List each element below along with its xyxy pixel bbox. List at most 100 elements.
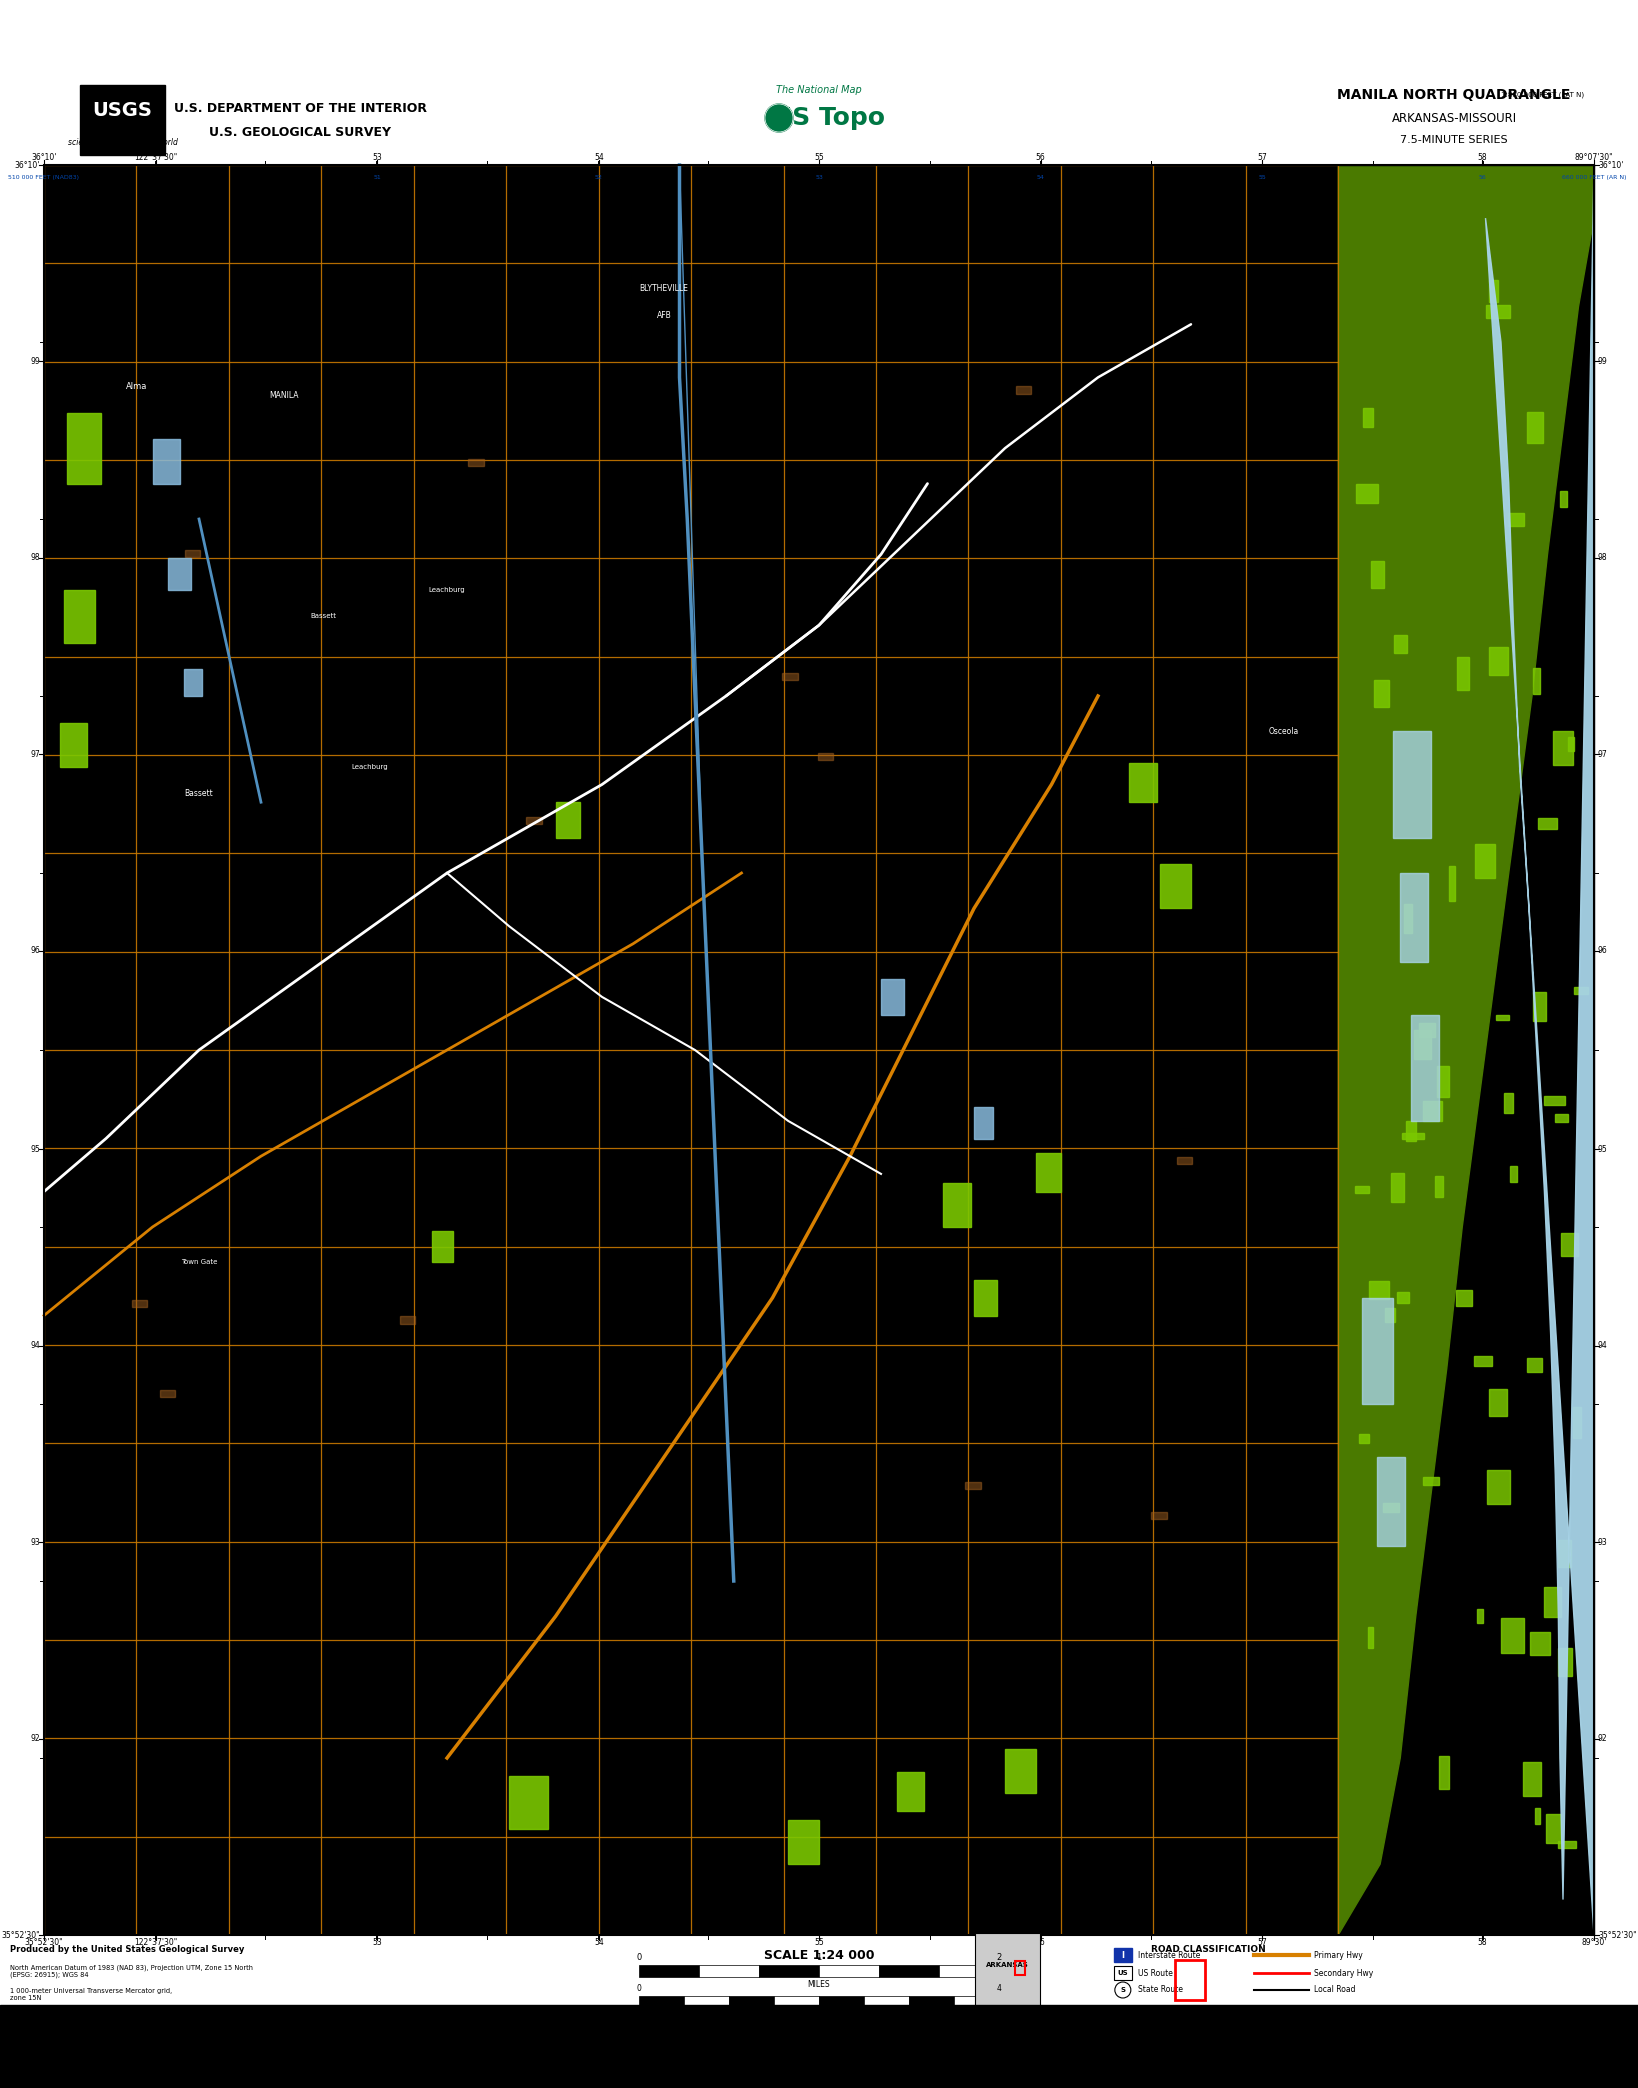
Text: 89°07'30": 89°07'30"	[1574, 152, 1613, 163]
Text: 53: 53	[372, 152, 382, 163]
Text: 99: 99	[1599, 357, 1609, 365]
Text: 56: 56	[1035, 1938, 1045, 1946]
Text: 98: 98	[31, 553, 39, 562]
Bar	[758, 1965, 819, 1977]
Bar	[159, 1391, 175, 1397]
Bar	[881, 979, 904, 1015]
Text: State Route: State Route	[1138, 1986, 1183, 1994]
Text: 54: 54	[1037, 175, 1045, 180]
Text: 510 000 FEET (NAD83): 510 000 FEET (NAD83)	[8, 175, 80, 180]
Text: ROAD CLASSIFICATION: ROAD CLASSIFICATION	[1152, 1946, 1266, 1954]
Text: 35°52'30": 35°52'30"	[25, 1938, 64, 1946]
Text: 36°10': 36°10'	[15, 161, 39, 169]
Text: 98: 98	[1599, 553, 1607, 562]
Text: Osceola: Osceola	[1269, 727, 1299, 735]
Bar	[909, 1996, 953, 2007]
Bar	[788, 1821, 819, 1865]
Bar	[1569, 737, 1574, 752]
Text: 52: 52	[595, 175, 603, 180]
Text: North American Datum of 1983 (NAD 83), Projection UTM, Zone 15 North
(EPSG: 2691: North American Datum of 1983 (NAD 83), P…	[10, 1965, 252, 1979]
Bar	[1152, 1512, 1166, 1518]
Text: Local Road: Local Road	[1314, 1986, 1355, 1994]
Text: 1 000-meter Universal Transverse Mercator grid,
zone 15N: 1 000-meter Universal Transverse Mercato…	[10, 1988, 172, 2000]
Bar	[185, 549, 200, 557]
Bar	[1160, 864, 1191, 908]
Bar	[0, 0, 1638, 165]
Bar	[1574, 988, 1587, 994]
Bar	[1507, 514, 1523, 526]
Bar	[1543, 1587, 1561, 1616]
Text: science for a changing world: science for a changing world	[67, 138, 177, 146]
Text: 55: 55	[814, 1938, 824, 1946]
Text: 55: 55	[814, 152, 824, 163]
Bar	[880, 1965, 939, 1977]
Text: 53: 53	[816, 175, 822, 180]
Bar	[1419, 1023, 1435, 1036]
Text: 97: 97	[1599, 750, 1609, 758]
Bar	[1374, 681, 1389, 706]
Text: Bassett: Bassett	[310, 614, 336, 620]
Bar	[1440, 1756, 1450, 1789]
Bar	[1527, 1357, 1541, 1372]
Bar	[939, 1965, 999, 1977]
Bar	[1394, 635, 1407, 654]
Bar	[1572, 1407, 1581, 1439]
Text: 92: 92	[31, 1733, 39, 1743]
Text: 55: 55	[1258, 175, 1266, 180]
Bar	[1402, 1134, 1423, 1140]
Text: 122°37'30": 122°37'30"	[134, 1938, 177, 1946]
Bar	[1497, 1015, 1509, 1021]
Bar	[1558, 1842, 1576, 1848]
Bar	[1114, 1967, 1132, 1979]
Bar	[975, 1933, 1040, 2007]
Text: 0: 0	[637, 1984, 642, 1994]
Bar	[1553, 731, 1572, 764]
Bar	[1558, 1647, 1572, 1677]
Text: 4: 4	[996, 1984, 1001, 1994]
Bar	[1356, 484, 1378, 503]
Bar	[131, 1301, 147, 1307]
Text: U.S. GEOLOGICAL SURVEY: U.S. GEOLOGICAL SURVEY	[210, 125, 391, 138]
Text: BLYTHEVILLE: BLYTHEVILLE	[639, 284, 688, 294]
Bar	[1487, 1470, 1510, 1503]
Text: 96: 96	[29, 946, 39, 956]
Bar	[1456, 1290, 1473, 1307]
Bar	[1404, 904, 1412, 933]
Bar	[80, 86, 165, 155]
Text: 1:880 000 FEET (LAT N): 1:880 000 FEET (LAT N)	[1500, 92, 1584, 98]
Bar	[1435, 1176, 1443, 1196]
Text: 58: 58	[1477, 152, 1487, 163]
Text: Secondary Hwy: Secondary Hwy	[1314, 1969, 1373, 1977]
Bar	[0, 1936, 1638, 2004]
Text: S: S	[1120, 1988, 1125, 1994]
Bar	[783, 672, 798, 681]
Bar	[1035, 1153, 1061, 1192]
Text: AFB: AFB	[657, 311, 672, 319]
Text: 93: 93	[29, 1537, 39, 1547]
Text: I: I	[1122, 1950, 1124, 1959]
Text: Primary Hwy: Primary Hwy	[1314, 1950, 1363, 1959]
Bar	[1382, 1503, 1399, 1512]
Text: 56: 56	[1035, 152, 1045, 163]
Bar	[526, 816, 542, 823]
Bar	[639, 1996, 685, 2007]
Bar	[1504, 1092, 1512, 1113]
Bar	[1527, 411, 1543, 443]
Bar	[1489, 647, 1509, 674]
Text: Interstate Route: Interstate Route	[1138, 1950, 1201, 1959]
Bar	[775, 1996, 819, 2007]
Text: 7.5-MINUTE SERIES: 7.5-MINUTE SERIES	[1400, 136, 1509, 144]
Bar	[1369, 1282, 1389, 1299]
Bar	[1391, 1173, 1404, 1203]
Bar	[1361, 1299, 1392, 1403]
Text: US Topo: US Topo	[773, 106, 886, 129]
Bar	[1176, 1157, 1192, 1165]
Circle shape	[1115, 1982, 1130, 1998]
Bar	[953, 1996, 999, 2007]
Bar	[1476, 844, 1495, 877]
Text: SCALE 1:24 000: SCALE 1:24 000	[763, 1948, 875, 1963]
Bar	[863, 1996, 909, 2007]
Bar	[431, 1230, 454, 1263]
Bar	[1016, 386, 1032, 393]
Bar	[819, 1996, 863, 2007]
